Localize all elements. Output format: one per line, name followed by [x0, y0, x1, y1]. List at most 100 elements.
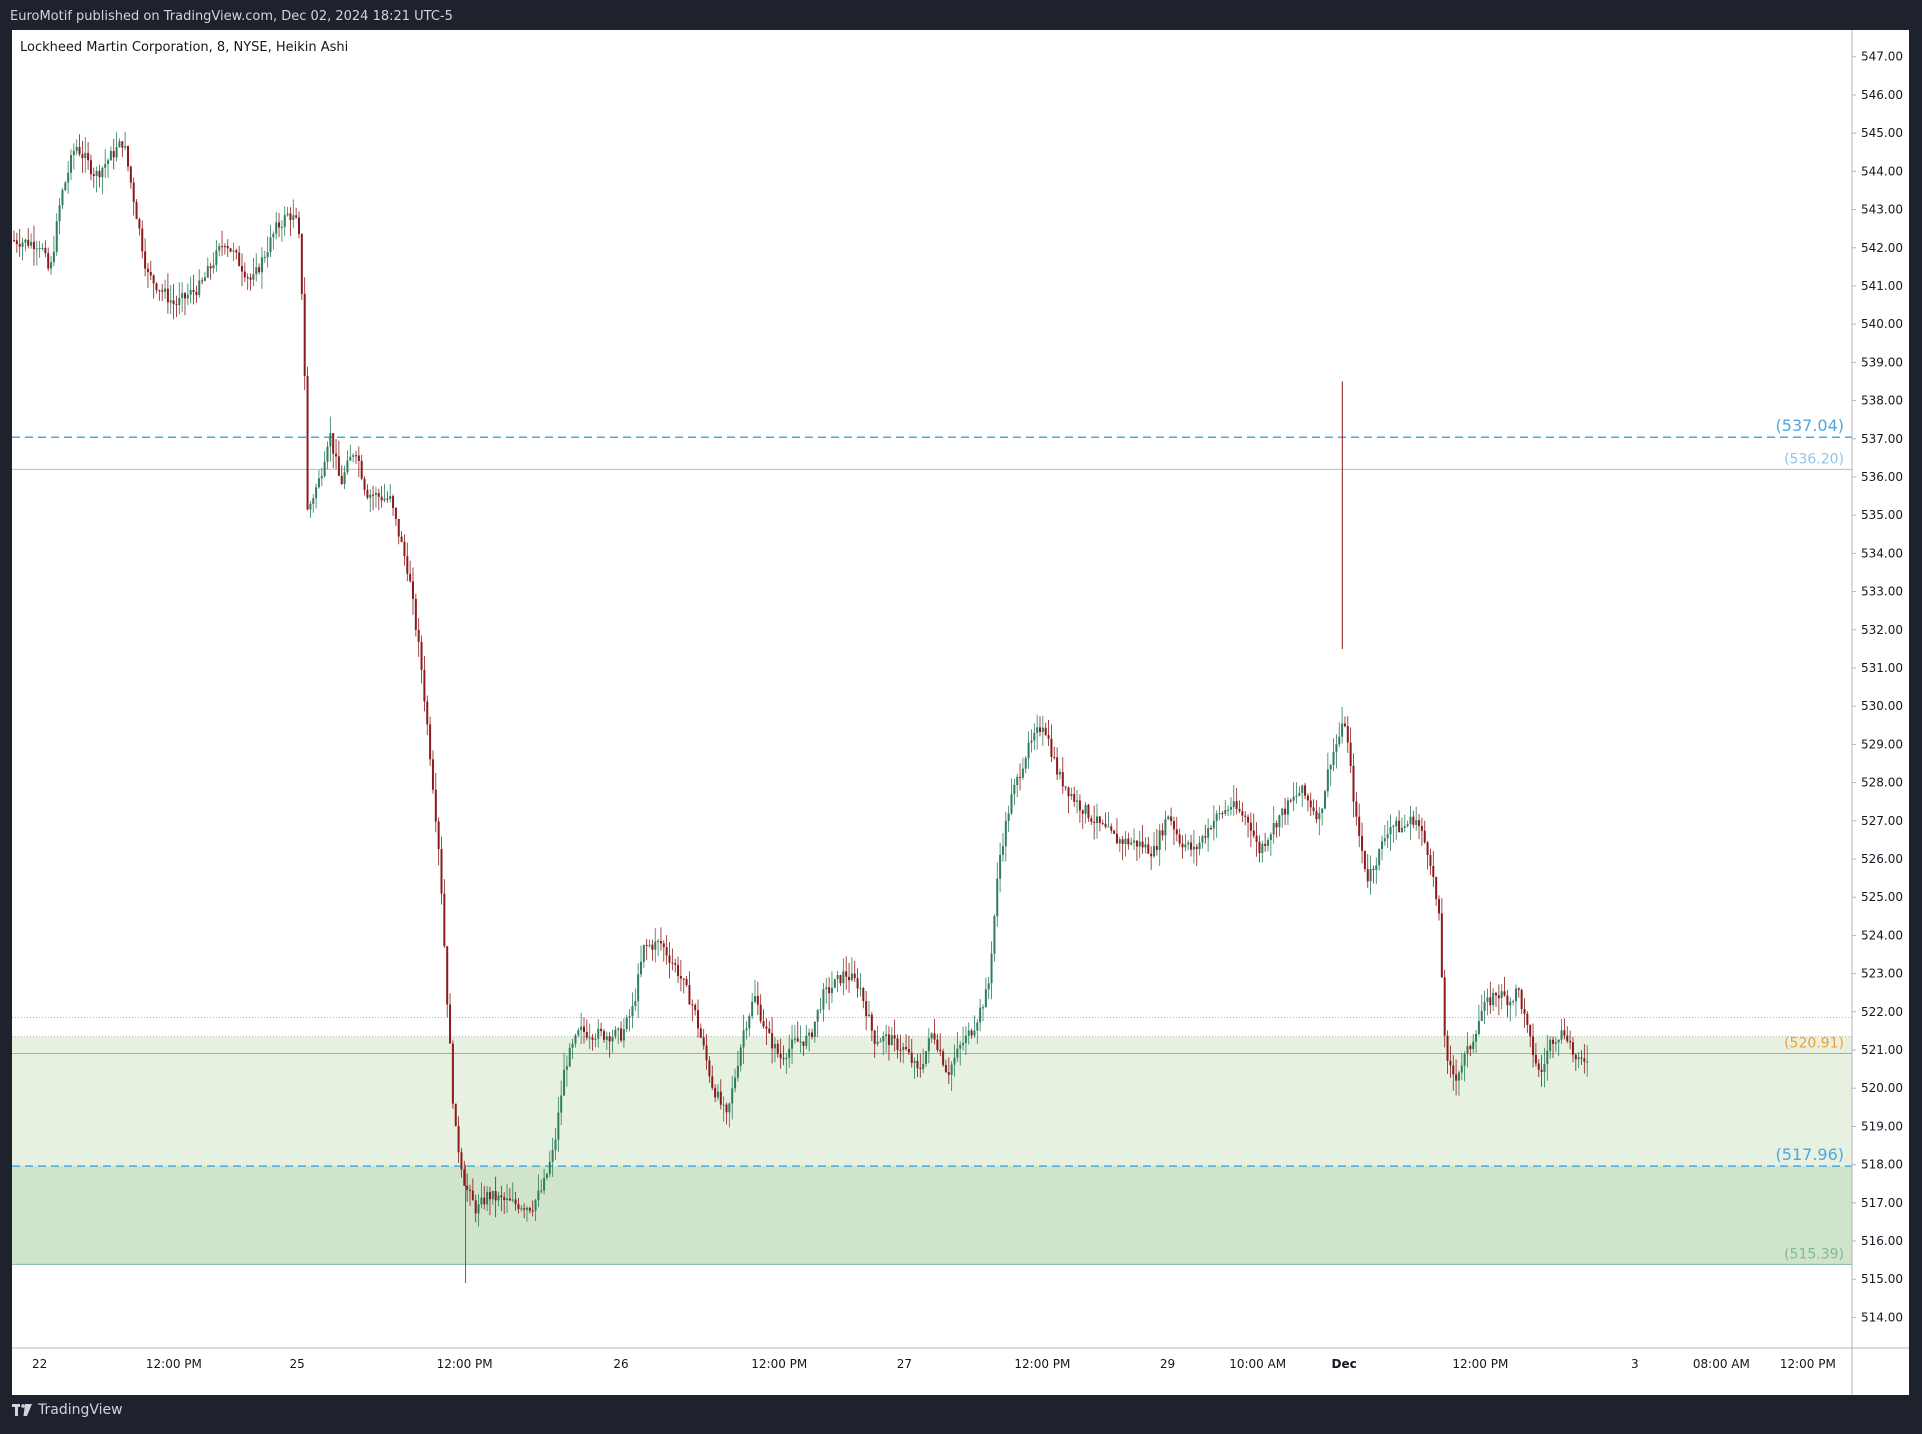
candle [18, 228, 21, 257]
candle-body [959, 1045, 962, 1049]
candle-body [887, 1034, 890, 1046]
candle-body [682, 978, 685, 980]
candle-body [1019, 776, 1022, 778]
candle [457, 1116, 460, 1163]
candle [1514, 984, 1517, 1017]
x-tick-label: 12:00 PM [1014, 1357, 1070, 1371]
candle [1033, 723, 1036, 750]
candle-body [845, 971, 848, 977]
candle-body [916, 1060, 919, 1068]
candle [1506, 990, 1509, 1018]
candle-body [263, 256, 266, 258]
candle-body [1312, 807, 1315, 812]
candle [1187, 840, 1190, 851]
candle-body [466, 1185, 469, 1190]
candle [412, 567, 414, 615]
candle-body [1076, 800, 1079, 802]
candle-body [1144, 844, 1147, 848]
candle [1207, 818, 1210, 852]
y-tick-label: 533.00 [1861, 585, 1903, 599]
candle-body [922, 1063, 925, 1069]
candle-body [1460, 1065, 1463, 1073]
candle-body [1084, 804, 1087, 814]
candle [1198, 835, 1201, 856]
candle [716, 1084, 719, 1101]
candlestick-chart[interactable]: (537.04) (536.20) (520.91) (517.96) (515.39)… [12, 30, 1909, 1395]
candle [1153, 832, 1155, 858]
candle-body [1452, 1065, 1455, 1075]
candle-body [939, 1049, 942, 1052]
candle-body [722, 1104, 725, 1106]
candle [50, 256, 53, 275]
candle [1113, 829, 1116, 835]
candle [893, 1019, 896, 1052]
candle [41, 243, 44, 251]
candle [118, 138, 121, 148]
candle [756, 981, 759, 1016]
candle [47, 247, 50, 272]
candle-body [184, 293, 186, 299]
candle [1195, 844, 1198, 867]
candle-body [1215, 813, 1218, 821]
candle [141, 220, 144, 259]
candle [320, 467, 323, 487]
candle-body [719, 1091, 722, 1105]
candle [967, 1022, 970, 1045]
candle [1420, 817, 1423, 846]
candle-body [283, 215, 286, 227]
candle [332, 433, 335, 469]
candle [335, 439, 338, 470]
candle [1338, 722, 1341, 748]
candle [124, 131, 127, 151]
y-tick-label: 529.00 [1861, 737, 1903, 751]
y-tick-label: 544.00 [1861, 164, 1903, 178]
candle [1346, 716, 1349, 753]
candle [614, 1026, 617, 1040]
footer-brand[interactable]: TradingView [12, 1402, 123, 1418]
candle-body [363, 478, 366, 490]
candle-body [962, 1042, 965, 1046]
candle [486, 1186, 489, 1212]
candle [155, 282, 158, 294]
candle [1212, 805, 1215, 841]
candle-body [1278, 815, 1281, 828]
candle-body [796, 1038, 799, 1042]
candle-body [340, 475, 343, 484]
candle-body [169, 300, 172, 303]
candle-body [1571, 1042, 1574, 1055]
candle [791, 1025, 794, 1064]
level-label-4: (515.39) [1784, 1246, 1844, 1262]
chart-frame[interactable]: (537.04) (536.20) (520.91) (517.96) (515.39)… [12, 30, 1909, 1395]
candle [1050, 724, 1053, 763]
candle-body [688, 985, 691, 1005]
candle-body [734, 1077, 737, 1089]
candle-body [355, 455, 357, 457]
candle [1512, 999, 1515, 1006]
candle [1432, 851, 1435, 887]
candle [1024, 756, 1027, 774]
candle [357, 446, 360, 478]
candle-body [1403, 826, 1406, 828]
candle [1301, 784, 1304, 807]
candle-body [260, 257, 263, 273]
candle-body [1409, 816, 1412, 825]
candle-body [24, 239, 27, 243]
candle-body [15, 240, 18, 245]
candle [591, 1034, 594, 1051]
candle-body [1198, 842, 1201, 850]
candle [1175, 816, 1178, 842]
candle-body [523, 1208, 526, 1210]
candle [543, 1168, 546, 1195]
candle-body [882, 1036, 885, 1042]
candle-body [725, 1104, 728, 1113]
candle [1503, 976, 1506, 997]
candle-body [1509, 1001, 1512, 1006]
candle-body [665, 947, 668, 956]
candle [688, 971, 691, 1005]
candle-body [92, 174, 95, 176]
candle-body [645, 944, 648, 946]
candle [1027, 731, 1030, 769]
candle-body [1138, 841, 1141, 847]
candle-body [451, 1043, 454, 1104]
y-tick-label: 535.00 [1861, 508, 1903, 522]
